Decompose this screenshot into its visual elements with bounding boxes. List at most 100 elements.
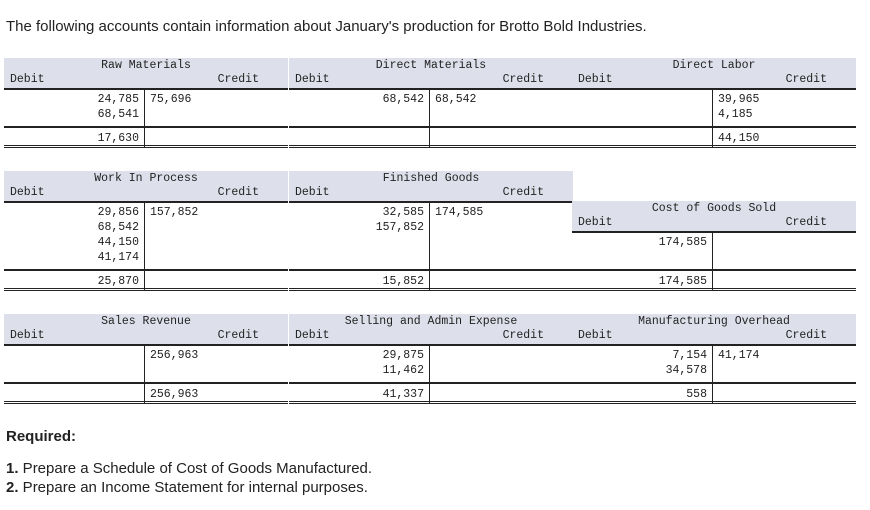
t-account-raw-materials: Raw Materials Debit Credit 24,785 68,541 75,6… <box>4 58 288 148</box>
account-divider <box>712 233 713 291</box>
credit-entry: 157,852 <box>150 206 199 219</box>
double-rule <box>4 147 288 148</box>
double-rule <box>289 403 573 404</box>
credit-entries: 41,174 <box>718 348 848 363</box>
account-title: Manufacturing Overhead <box>638 315 790 328</box>
double-rule <box>572 147 856 148</box>
t-account-direct-labor: Direct Labor Debit Credit 39,965 4,185 44,150 <box>572 58 856 148</box>
balance-rule <box>572 269 856 271</box>
balance-rule <box>572 382 856 384</box>
credit-entry: 68,542 <box>435 93 477 106</box>
credit-entries: 157,852 <box>150 205 280 220</box>
debit-entry: 174,585 <box>658 236 707 249</box>
account-body: 68,542 68,542 <box>289 88 573 148</box>
double-rule <box>289 401 573 402</box>
double-rule <box>572 290 856 291</box>
balance-rule <box>289 269 573 271</box>
credit-entry: 75,696 <box>150 93 192 106</box>
t-account-finished-goods: Finished Goods Debit Credit 32,585 157,852 17… <box>289 171 573 291</box>
account-header: Direct Materials Debit Credit <box>289 58 573 88</box>
debit-entry: 68,542 <box>97 221 139 234</box>
debit-balance: 25,870 <box>97 275 139 288</box>
debit-entry: 11,462 <box>382 364 424 377</box>
account-body: 174,585 174,585 <box>572 231 856 291</box>
account-header: Sales Revenue Debit Credit <box>4 314 288 344</box>
balance-rule <box>4 382 288 384</box>
double-rule <box>289 288 573 289</box>
required-item-number: 1. <box>6 460 19 477</box>
debit-entries: 7,154 34,578 <box>572 348 707 378</box>
debit-entry: 157,852 <box>375 221 424 234</box>
credit-entry: 4,185 <box>718 108 753 121</box>
credit-label: Credit <box>502 73 544 86</box>
credit-entries: 174,585 <box>435 205 565 220</box>
t-account-sales-revenue: Sales Revenue Debit Credit 256,963 256,963 <box>4 314 288 404</box>
account-header: Work In Process Debit Credit <box>4 171 288 201</box>
t-account-cost-of-goods-sold: Cost of Goods Sold Debit Credit 174,585 174,… <box>572 201 856 291</box>
credit-label: Credit <box>217 73 259 86</box>
debit-entries: 68,542 <box>289 92 424 107</box>
account-title: Direct Materials <box>375 59 487 72</box>
debit-balance: 174,585 <box>658 275 707 288</box>
account-divider <box>712 346 713 404</box>
double-rule <box>4 403 288 404</box>
debit-entries: 32,585 157,852 <box>289 205 424 235</box>
credit-entries: 75,696 <box>150 92 280 107</box>
balance-rule <box>572 126 856 128</box>
account-body: 7,154 34,578 41,174 558 <box>572 344 856 404</box>
account-header: Selling and Admin Expense Debit Credit <box>289 314 573 344</box>
debit-entry: 29,856 <box>97 206 139 219</box>
debit-entries: 29,875 11,462 <box>289 348 424 378</box>
double-rule <box>289 290 573 291</box>
t-account-work-in-process: Work In Process Debit Credit 29,856 68,542 44… <box>4 171 288 291</box>
credit-entries: 256,963 <box>150 348 280 363</box>
credit-entries: 68,542 <box>435 92 565 107</box>
t-account-manufacturing-overhead: Manufacturing Overhead Debit Credit 7,154 34… <box>572 314 856 404</box>
debit-label: Debit <box>10 329 45 342</box>
balance-rule <box>289 382 573 384</box>
debit-entry: 29,875 <box>382 349 424 362</box>
debit-entries: 174,585 <box>572 235 707 250</box>
credit-balance: 44,150 <box>718 132 760 145</box>
double-rule <box>572 401 856 402</box>
debit-entry: 68,541 <box>97 108 139 121</box>
debit-label: Debit <box>578 216 613 229</box>
double-rule <box>572 288 856 289</box>
account-title: Raw Materials <box>101 59 191 72</box>
debit-entries: 29,856 68,542 44,150 41,174 <box>4 205 139 265</box>
credit-entry: 256,963 <box>150 349 199 362</box>
double-rule <box>572 145 856 146</box>
double-rule <box>4 401 288 402</box>
debit-entry: 32,585 <box>382 206 424 219</box>
account-title: Direct Labor <box>672 59 756 72</box>
debit-label: Debit <box>10 186 45 199</box>
credit-label: Credit <box>785 329 827 342</box>
credit-entry: 174,585 <box>435 206 484 219</box>
account-title: Work In Process <box>94 172 198 185</box>
required-item-text: Prepare an Income Statement for internal… <box>18 479 368 496</box>
account-header: Finished Goods Debit Credit <box>289 171 573 201</box>
double-rule <box>289 147 573 148</box>
required-item-text: Prepare a Schedule of Cost of Goods Manu… <box>18 460 373 477</box>
credit-entry: 39,965 <box>718 93 760 106</box>
debit-balance: 15,852 <box>382 275 424 288</box>
debit-label: Debit <box>295 329 330 342</box>
required-item-2: 2. Prepare an Income Statement for inter… <box>6 479 368 496</box>
credit-entry: 41,174 <box>718 349 760 362</box>
account-body: 256,963 256,963 <box>4 344 288 404</box>
debit-entry: 34,578 <box>665 364 707 377</box>
debit-balance: 41,337 <box>382 388 424 401</box>
credit-label: Credit <box>217 329 259 342</box>
t-account-direct-materials: Direct Materials Debit Credit 68,542 68,542 <box>289 58 573 148</box>
debit-balance: 17,630 <box>97 132 139 145</box>
account-title: Sales Revenue <box>101 315 191 328</box>
account-divider <box>144 203 145 291</box>
account-divider <box>429 203 430 291</box>
account-title: Finished Goods <box>382 172 480 185</box>
balance-rule <box>4 269 288 271</box>
credit-label: Credit <box>502 186 544 199</box>
account-divider <box>712 90 713 148</box>
credit-label: Credit <box>785 216 827 229</box>
credit-label: Credit <box>217 186 259 199</box>
debit-balance: 558 <box>686 388 707 401</box>
